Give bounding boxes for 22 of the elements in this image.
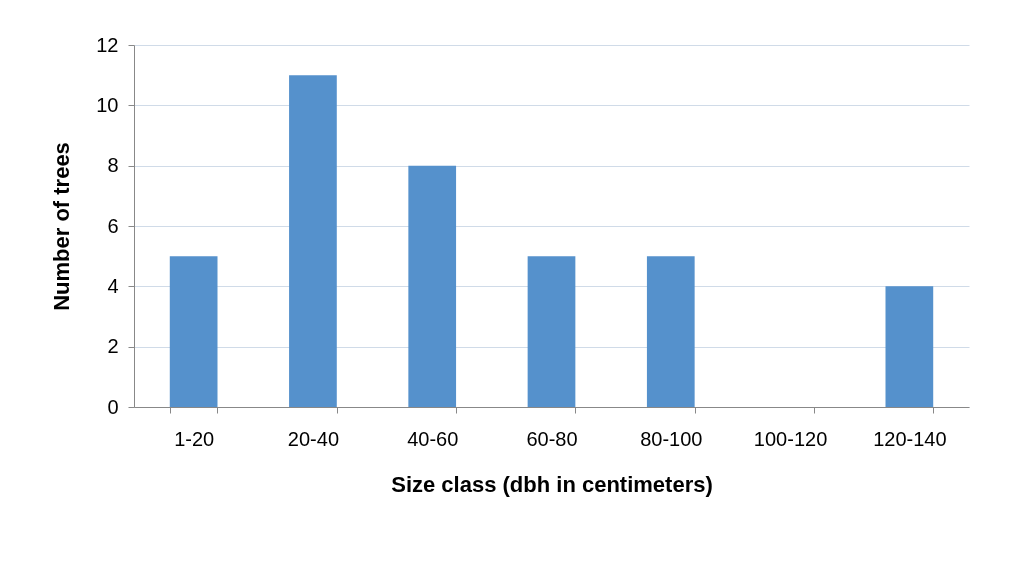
bar bbox=[289, 75, 337, 407]
y-tick-label: 0 bbox=[107, 395, 119, 418]
y-tick-label: 10 bbox=[96, 93, 119, 116]
y-tick-label: 6 bbox=[107, 214, 119, 237]
x-tick-label: 40-60 bbox=[407, 427, 459, 450]
y-tick-label: 8 bbox=[107, 154, 119, 177]
x-axis-title: Size class (dbh in centimeters) bbox=[391, 471, 713, 497]
x-tick-label: 1-20 bbox=[174, 427, 215, 450]
bar bbox=[885, 286, 934, 407]
x-tick-label: 20-40 bbox=[287, 427, 340, 450]
bar bbox=[408, 165, 457, 407]
bar bbox=[169, 256, 218, 407]
x-tick-label: 80-100 bbox=[640, 427, 703, 450]
x-tick-label: 100-120 bbox=[753, 427, 828, 450]
y-tick-label: 12 bbox=[96, 33, 119, 56]
x-tick-label: 60-80 bbox=[526, 427, 578, 450]
y-tick-label: 4 bbox=[107, 274, 119, 297]
bar bbox=[646, 256, 695, 407]
y-tick-label: 2 bbox=[107, 335, 119, 358]
x-tick-label: 120-140 bbox=[873, 427, 947, 450]
y-axis-title: Number of trees bbox=[49, 142, 75, 311]
bar bbox=[527, 256, 576, 407]
